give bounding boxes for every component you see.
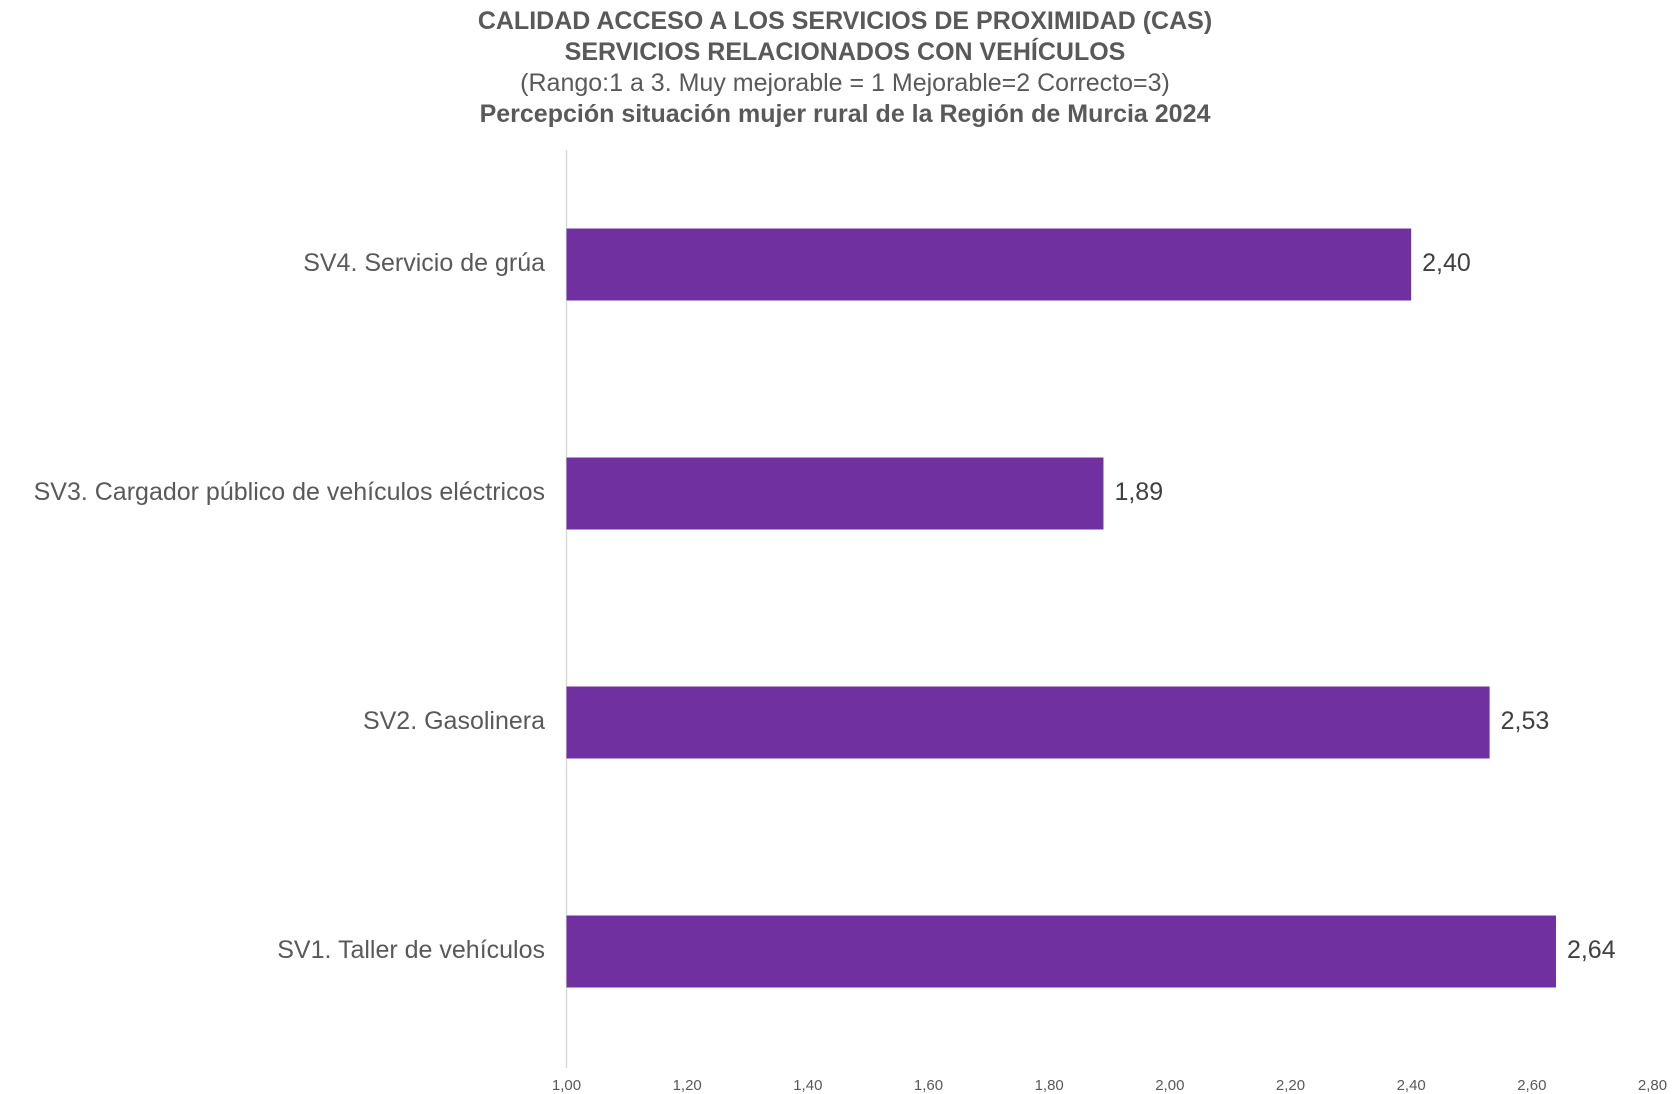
data-label: 1,89 [1114,478,1163,506]
category-label: SV4. Servicio de grúa [303,249,545,277]
x-tick-label: 1,00 [552,1077,581,1094]
category-label: SV3. Cargador público de vehículos eléct… [34,478,545,506]
bar [567,229,1412,301]
x-tick-label: 1,80 [1035,1077,1064,1094]
x-tick-label: 2,20 [1276,1077,1305,1094]
x-tick-label: 2,40 [1397,1077,1426,1094]
bar [567,458,1104,530]
x-tick-label: 2,80 [1638,1077,1667,1094]
x-tick-label: 1,60 [914,1077,943,1094]
x-tick-label: 2,00 [1155,1077,1184,1094]
data-label: 2,53 [1501,707,1550,735]
data-label: 2,40 [1422,249,1471,277]
category-label: SV1. Taller de vehículos [277,936,545,964]
bar [567,687,1490,759]
category-label: SV2. Gasolinera [363,707,545,735]
x-tick-label: 1,20 [673,1077,702,1094]
bar [567,916,1556,988]
x-tick-label: 2,60 [1517,1077,1546,1094]
x-tick-label: 1,40 [793,1077,822,1094]
bars-layer: SV4. Servicio de grúa 2,40 SV3. Cargador p… [34,229,1616,988]
data-label: 2,64 [1567,936,1616,964]
x-axis-ticks: 1,00 1,20 1,40 1,60 1,80 2,00 2,20 2,40 2,60 2,80 [552,1077,1667,1094]
